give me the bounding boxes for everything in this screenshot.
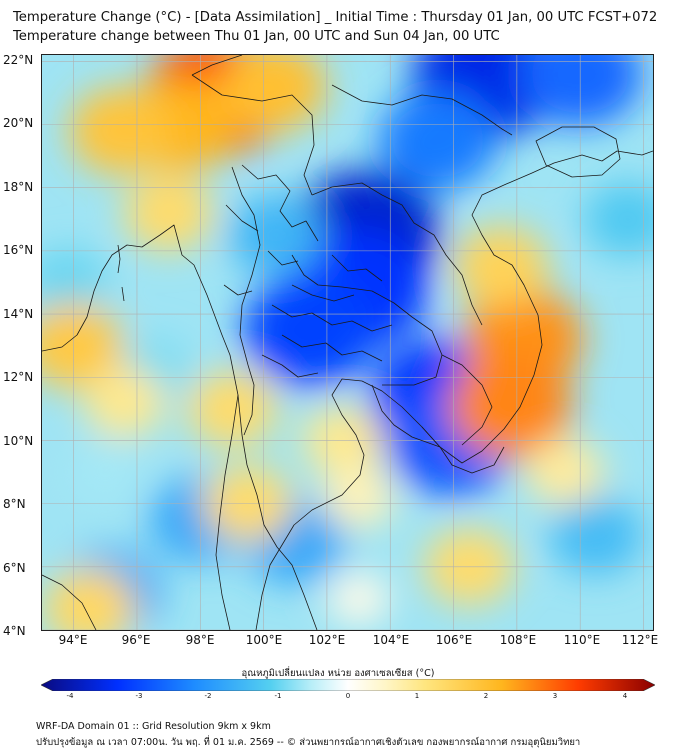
colorbar-tick: -2 [204, 692, 212, 700]
hainan-island [535, 126, 621, 178]
indochina-coast [42, 224, 239, 630]
lat-label: 4°N [3, 624, 26, 638]
lat-label: 12°N [3, 370, 34, 384]
map-frame [41, 54, 654, 631]
lon-label: 108°E [499, 633, 537, 647]
gulf-of-thailand-coast [255, 150, 653, 630]
colorbar-tick: 2 [483, 692, 489, 700]
anomaly-blob [68, 441, 142, 503]
anomaly-blob [525, 438, 604, 506]
colorbar-tick: 0 [345, 692, 351, 700]
sumatra-tip [42, 574, 97, 630]
colorbar-tick: -3 [135, 692, 143, 700]
lat-label: 10°N [3, 434, 34, 448]
footer-model-info: WRF-DA Domain 01 :: Grid Resolution 9km … [36, 721, 271, 732]
anomaly-blob [327, 572, 390, 625]
lat-label: 8°N [3, 497, 26, 511]
colorbar-tick: 3 [552, 692, 558, 700]
lon-label: 98°E [185, 633, 215, 647]
temperature-change-map [42, 55, 653, 630]
lon-label: 96°E [121, 633, 151, 647]
anomaly-blob [448, 353, 573, 459]
lon-label: 106°E [435, 633, 473, 647]
anomaly-blob [584, 182, 653, 257]
cambodia-border [371, 354, 493, 448]
colorbar-tick: 1 [414, 692, 420, 700]
myanmar-north-border [191, 55, 315, 196]
thai-provinces-b [223, 164, 319, 296]
malay-peninsula [237, 394, 318, 630]
colorbar-tick: 4 [622, 692, 628, 700]
thai-provinces-a [261, 254, 393, 378]
laos-border [311, 182, 483, 326]
lat-label: 14°N [3, 307, 34, 321]
thai-east-border [291, 254, 443, 386]
china-vietnam-border [331, 84, 513, 136]
andaman-islands [117, 244, 125, 302]
chart-title: Temperature Change (°C) - [Data Assimila… [13, 10, 658, 25]
lat-label: 20°N [3, 116, 34, 130]
lat-label: 18°N [3, 180, 34, 194]
lon-label: 104°E [372, 633, 410, 647]
anomaly-blob [123, 174, 214, 252]
colorbar-tick: -1 [274, 692, 282, 700]
lon-label: 100°E [245, 633, 283, 647]
anomaly-blob [378, 90, 497, 191]
colorbar [41, 679, 655, 691]
anomaly-blob [43, 568, 136, 630]
anomaly-blob [42, 302, 125, 389]
mekong-delta [421, 426, 505, 474]
anomaly-blob [228, 194, 324, 276]
colorbar-tick: -4 [66, 692, 74, 700]
lat-label: 22°N [3, 53, 34, 67]
lon-label: 102°E [308, 633, 346, 647]
anomaly-blob [69, 86, 173, 175]
colorbar-body [41, 679, 655, 691]
lat-label: 6°N [3, 561, 26, 575]
anomaly-blob [549, 495, 643, 575]
anomaly-blob [83, 368, 165, 438]
lon-label: 94°E [58, 633, 88, 647]
colorbar-title: อุณหภูมิเปลี่ยนแปลง หน่วย องศาเซลเซียส (… [241, 668, 435, 679]
anomaly-blob [243, 272, 379, 387]
chart-subtitle: Temperature change between Thu 01 Jan, 0… [13, 29, 500, 44]
lon-label: 110°E [563, 633, 601, 647]
lat-label: 16°N [3, 243, 34, 257]
anomaly-blob [219, 55, 327, 132]
coastlines-and-borders [42, 55, 653, 630]
anomaly-blob [187, 370, 277, 447]
thai-west-border [231, 166, 261, 436]
footer-credit: ปรับปรุงข้อมูล ณ เวลา 07:00น. วัน พฤ. ที… [36, 737, 581, 748]
lon-label: 112°E [621, 633, 659, 647]
anomaly-blob [453, 226, 549, 308]
anomaly-blob [322, 466, 395, 529]
graticule [42, 55, 653, 630]
